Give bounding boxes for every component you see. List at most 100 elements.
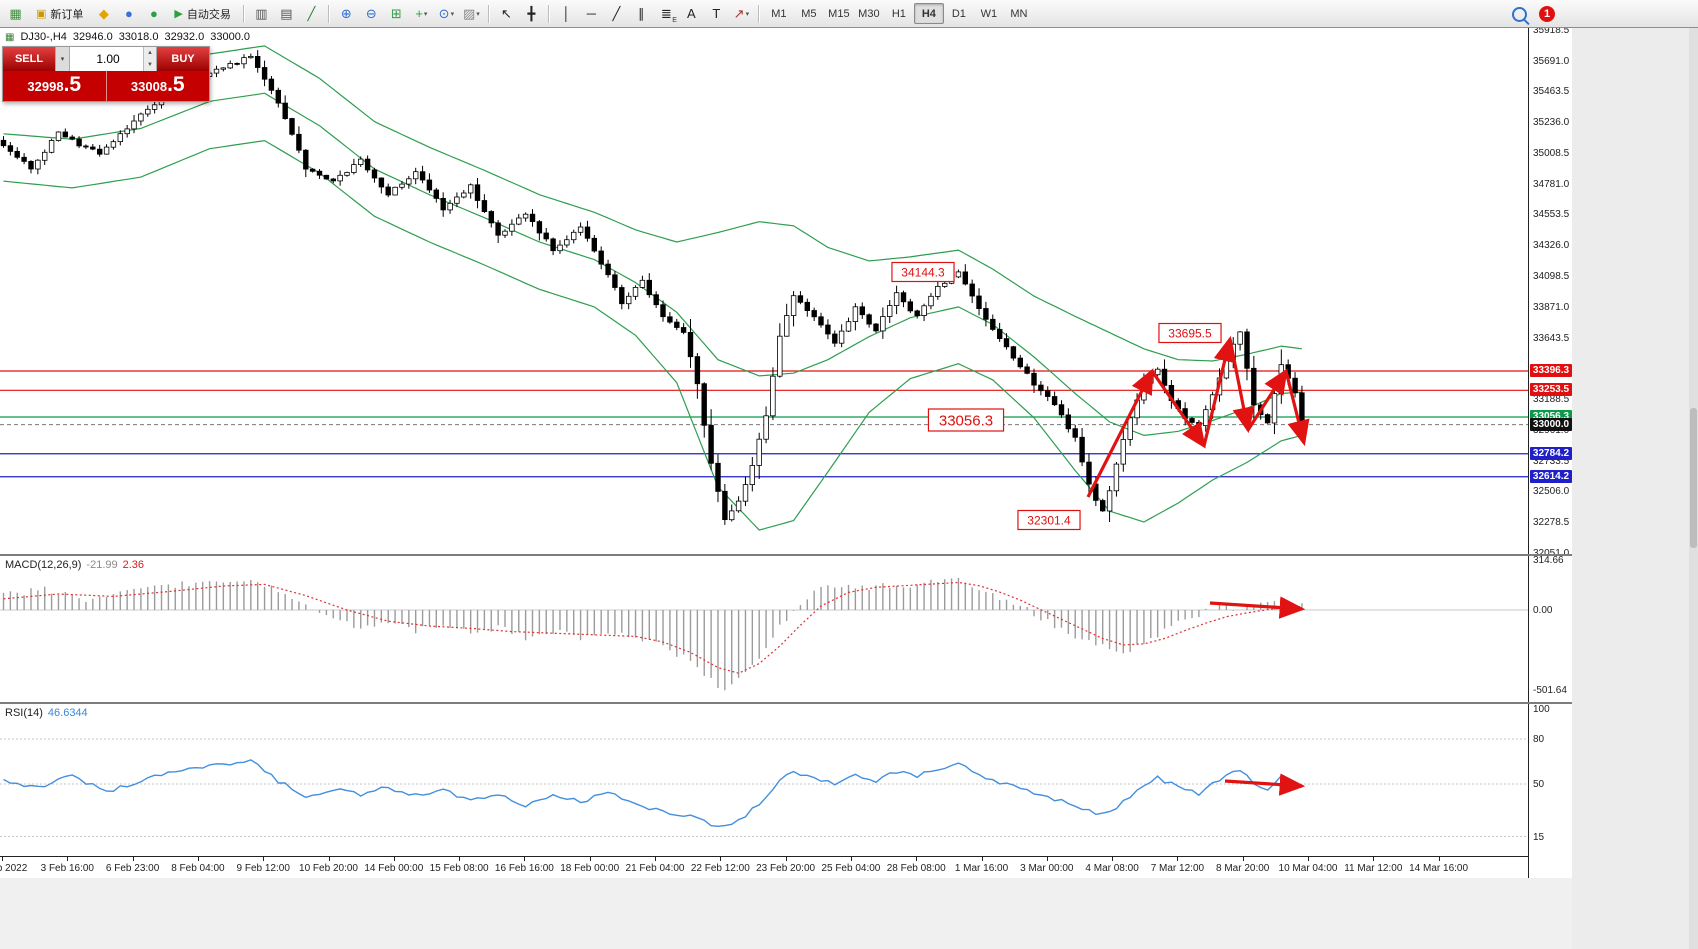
volume-input[interactable]	[70, 47, 156, 71]
timeframe-m1-button[interactable]: M1	[771, 7, 787, 20]
svg-text:33056.3: 33056.3	[939, 412, 993, 429]
new-order-button[interactable]: ▣ 新订单	[28, 2, 91, 26]
chart-window-icon[interactable]: ▦	[9, 5, 22, 21]
community-icon[interactable]: ●	[149, 6, 158, 21]
time-axis-tick	[1112, 857, 1114, 861]
buy-price-main: 33008	[130, 79, 168, 94]
profile-icon[interactable]: ●	[124, 6, 133, 21]
text-icon[interactable]: A	[687, 6, 696, 21]
price-annotation[interactable]: 33695.5	[1158, 322, 1222, 344]
buy-button[interactable]: BUY	[157, 47, 209, 71]
fibonacci-icon[interactable]: ≣ E	[660, 5, 677, 24]
autotrading-icon: ▶	[174, 8, 183, 20]
search-icon[interactable]	[1512, 6, 1530, 25]
news-icon[interactable]: ◆	[98, 5, 109, 21]
notification-badge[interactable]: 1	[1539, 6, 1555, 22]
macd-name: MACD(12,26,9)	[5, 559, 82, 571]
indicators-icon[interactable]: + ▾	[415, 6, 428, 21]
trend-zigzag-arrows[interactable]	[1086, 335, 1310, 498]
price-annotation[interactable]: 34144.3	[891, 261, 955, 283]
price-axis-label: 32506.0	[1533, 486, 1570, 498]
time-axis-tick	[67, 857, 69, 861]
timeframe-w1-button[interactable]: W1	[980, 7, 998, 20]
macd-indicator-label: MACD(12,26,9) -21.99 2.36	[5, 559, 144, 571]
macd-main-value: -21.99	[86, 559, 118, 571]
price-axis-label: 35463.5	[1533, 86, 1570, 98]
rsi-value: 46.6344	[47, 707, 88, 719]
price-axis-label: 34098.5	[1533, 271, 1570, 283]
timeframe-m15-button[interactable]: M15	[828, 7, 850, 20]
new-order-button-label: 新订单	[50, 8, 84, 21]
shapes-icon-dropdown[interactable]: ▾	[745, 10, 750, 18]
templates-icon[interactable]: ▨ ▾	[462, 5, 480, 21]
horizont al-line-icon[interactable]: ─	[586, 6, 596, 21]
rsi-axis-label: 100	[1533, 704, 1550, 715]
volume-up-button[interactable]: ▲	[144, 47, 156, 59]
volume-down-button[interactable]: ▼	[144, 59, 156, 71]
indicators-icon-dropdown[interactable]: ▾	[423, 10, 428, 18]
label-icon[interactable]: T	[712, 6, 721, 21]
timeframe-h4-button[interactable]: H4	[913, 3, 944, 24]
timeframe-m5-button[interactable]: M5	[801, 7, 817, 20]
time-axis-label: 14 Mar 16:00	[1409, 863, 1469, 874]
time-axis-tick	[132, 857, 134, 861]
scrollbar-thumb[interactable]	[1690, 408, 1697, 548]
toolbar-separator	[487, 4, 490, 23]
timeframe-m30-button[interactable]: M30	[858, 7, 880, 20]
time-axis-tick	[720, 857, 722, 861]
timeframe-d1-button[interactable]: D1	[951, 7, 966, 20]
time-axis-label: 28 Feb 08:00	[886, 863, 946, 874]
cursor-icon[interactable]: ↖	[500, 5, 512, 21]
macd-trend-arrow[interactable]	[1209, 596, 1306, 619]
price-annotation[interactable]: 32301.4	[1017, 509, 1081, 531]
sell-button[interactable]: SELL	[3, 47, 55, 71]
price-axis[interactable]: 35918.5 35691.0 35463.5 35236.0 35008.5 34781…	[1528, 25, 1572, 878]
new-order-icon: ▣	[36, 8, 47, 20]
trendline-icon[interactable]: ╱	[612, 5, 621, 21]
timeframe-h1-button[interactable]: H1	[891, 7, 906, 20]
vertical-scrollbar[interactable]	[1689, 28, 1698, 949]
time-axis-label: 10 Feb 20:00	[299, 863, 358, 874]
svg-text:32301.4: 32301.4	[1027, 513, 1071, 527]
zoom-out-icon[interactable]: ⊖	[365, 5, 377, 21]
zoom-in-icon[interactable]: ⊕	[340, 5, 352, 21]
time-axis-label: 23 Feb 20:00	[756, 863, 816, 874]
main-chart-canvas[interactable]: 34144.3 33695.5 33056.3 32301.4	[0, 28, 1528, 554]
timeframe-mn-button[interactable]: MN	[1010, 7, 1028, 20]
rsi-panel-canvas[interactable]	[0, 704, 1528, 856]
sell-price-main: 32998	[27, 79, 64, 94]
periods-icon-dropdown[interactable]: ▾	[450, 10, 455, 18]
time-axis-label: 15 Feb 08:00	[429, 863, 489, 874]
volume-field: ▲ ▼	[70, 47, 157, 71]
sell-price[interactable]: 32998 .5	[3, 71, 107, 101]
line-chart-icon[interactable]: ╱	[307, 5, 316, 21]
svg-text:34144.3: 34144.3	[901, 265, 945, 279]
panel-divider-rsi[interactable]	[0, 702, 1572, 704]
time-axis-label: 18 Feb 00:00	[560, 863, 620, 874]
shapes-icon[interactable]: ↗ ▾	[733, 5, 750, 21]
price-axis-label: 33188.5	[1533, 394, 1570, 406]
price-axis-label: 32278.5	[1533, 517, 1570, 529]
panel-divider-macd[interactable]	[0, 554, 1572, 556]
volume-spinner: ▲ ▼	[143, 47, 156, 71]
price-tag: 33000.0	[1530, 417, 1572, 431]
rsi-indicator-label: RSI(14) 46.6344	[5, 707, 88, 719]
candlestick-chart-icon[interactable]: ▤	[280, 5, 293, 21]
channel-icon[interactable]: ∥	[638, 5, 645, 21]
volume-dropdown[interactable]: ▾	[55, 47, 70, 71]
templates-icon-dropdown[interactable]: ▾	[476, 10, 480, 18]
time-axis-tick	[459, 857, 461, 861]
crosshair-icon[interactable]: ╋	[527, 5, 536, 21]
bar-chart-icon[interactable]: ▥	[255, 5, 268, 21]
macd-panel-canvas[interactable]	[0, 556, 1528, 702]
window-background-bottom	[0, 878, 1572, 949]
tile-windows-icon[interactable]: ⊞	[390, 5, 402, 21]
vertical-line-icon[interactable]: │	[562, 6, 571, 21]
time-axis-tick	[785, 857, 787, 861]
buy-price[interactable]: 33008 .5	[107, 71, 210, 101]
time-axis[interactable]: 1 Feb 2022 3 Feb 16:00 6 Feb 23:00 8 Feb 04…	[0, 856, 1528, 878]
rsi-trend-arrow[interactable]	[1224, 773, 1306, 796]
price-annotation[interactable]: 33056.3	[927, 408, 1005, 432]
periods-icon[interactable]: ⊙ ▾	[438, 5, 455, 21]
autotrading-button[interactable]: ▶ 自动交易	[166, 2, 238, 26]
